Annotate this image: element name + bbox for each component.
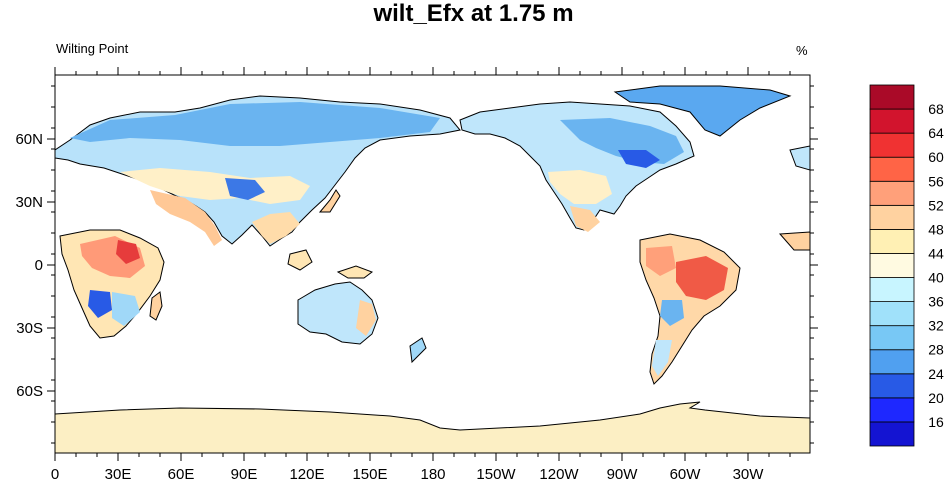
colorbar-swatch <box>869 301 915 327</box>
europe-west-edge <box>789 145 810 171</box>
y-tick-label: 0 <box>35 257 43 274</box>
africa-west-edge <box>778 231 810 251</box>
greenland-landmass <box>613 85 792 137</box>
colorbar-label: 20 <box>928 390 944 406</box>
y-tick-label: 60S <box>16 383 43 400</box>
colorbar-swatch <box>869 108 915 134</box>
x-tick-label: 60W <box>670 466 702 483</box>
colorbar-label: 64 <box>928 125 944 141</box>
x-tick-label: 0 <box>51 466 59 483</box>
japan <box>318 189 341 213</box>
colorbar-swatch <box>869 132 915 158</box>
new-zealand <box>409 337 427 364</box>
x-tick-label: 150W <box>476 466 516 483</box>
variable-long-name: Wilting Point <box>56 41 129 56</box>
us-central-dry <box>548 170 612 204</box>
colorbar-swatch <box>869 180 915 206</box>
axis-ticks <box>47 67 818 461</box>
central-asia-moist <box>225 178 265 200</box>
colorbar: 16 20 24 28 32 36 40 44 48 52 56 60 64 68 <box>869 84 944 447</box>
hudson-dark-patch <box>618 150 660 168</box>
africa-red-patch <box>116 240 140 264</box>
colorbar-label: 16 <box>928 414 944 430</box>
africa-south-blue <box>88 290 112 318</box>
colorbar-label: 60 <box>928 149 944 165</box>
patagonia-light <box>652 340 672 376</box>
south-america-blue-patch <box>660 300 684 326</box>
arabia-india-dry <box>150 190 222 246</box>
colorbar-label: 36 <box>928 294 944 310</box>
colorbar-swatch <box>869 277 915 302</box>
colorbar-swatch <box>869 253 915 278</box>
colorbar-label: 24 <box>928 366 944 382</box>
colorbar-label: 44 <box>928 245 944 261</box>
colorbar-label: 32 <box>928 318 944 334</box>
colorbar-label: 56 <box>928 173 944 189</box>
mexico-dry <box>570 206 600 232</box>
madagascar <box>149 291 163 321</box>
eurasia-central-dry <box>120 168 310 204</box>
canada-blue-band <box>560 118 684 164</box>
x-tick-label: 150E <box>352 466 387 483</box>
x-tick-label: 120W <box>539 466 579 483</box>
colorbar-swatch <box>869 156 915 182</box>
australia-east-coast <box>356 300 376 336</box>
colorbar-swatch <box>869 421 915 447</box>
x-tick-label: 90E <box>231 466 258 483</box>
y-tick-label: 30S <box>16 320 43 337</box>
x-tick-label: 60E <box>168 466 195 483</box>
new-guinea <box>336 265 374 279</box>
colorbar-label: 68 <box>928 101 944 117</box>
x-tick-label: 30E <box>105 466 132 483</box>
colorbar-swatch <box>869 84 915 110</box>
x-tick-label: 90W <box>607 466 639 483</box>
y-tick-label: 30N <box>15 194 43 211</box>
colorbar-swatch <box>869 228 915 254</box>
colorbar-swatch <box>869 373 915 399</box>
x-tick-label: 180 <box>420 466 445 483</box>
y-tick-label: 60N <box>15 131 43 148</box>
colorbar-label: 40 <box>928 270 944 286</box>
africa-south-light <box>112 292 140 326</box>
colorbar-label: 28 <box>928 342 944 358</box>
amazon-mixed <box>646 246 676 276</box>
x-tick-label: 30W <box>733 466 765 483</box>
colorbar-swatch <box>869 397 915 423</box>
eurasia-north-band <box>70 102 440 146</box>
antarctica-landmass <box>55 401 810 453</box>
colorbar-swatch <box>869 204 915 230</box>
colorbar-label: 48 <box>928 221 944 237</box>
x-tick-label: 120E <box>289 466 324 483</box>
y-axis-labels: 60N 30N 0 30S 60S <box>15 131 43 400</box>
brazil-red-core <box>676 256 728 300</box>
land-fields <box>55 85 810 453</box>
indonesia-borneo <box>287 249 313 271</box>
southeast-asia-mixed <box>252 212 300 244</box>
colorbar-swatch <box>869 349 915 375</box>
units-label: % <box>796 43 808 58</box>
colorbar-swatch <box>869 325 915 351</box>
map-title: wilt_Efx at 1.75 m <box>373 0 574 27</box>
colorbar-label: 52 <box>928 197 944 213</box>
x-axis-labels: 0 30E 60E 90E 120E 150E 180 150W 120W 90W 60W 30W <box>51 466 764 483</box>
